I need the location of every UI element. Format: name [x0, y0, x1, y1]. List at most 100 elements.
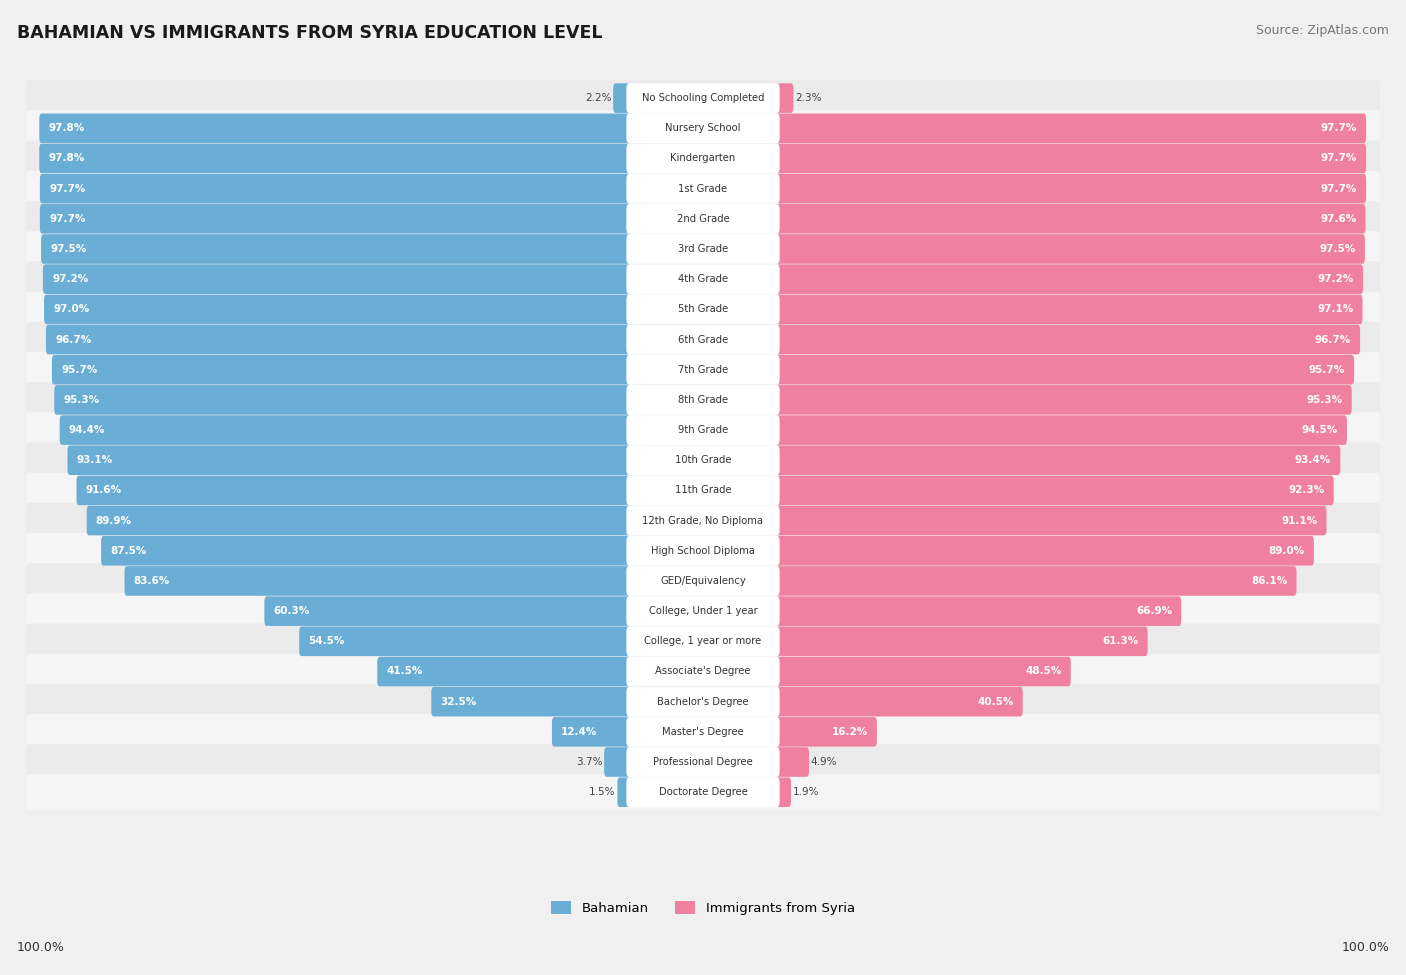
- FancyBboxPatch shape: [27, 744, 1379, 780]
- Text: 100.0%: 100.0%: [1341, 941, 1389, 954]
- FancyBboxPatch shape: [775, 415, 1347, 445]
- FancyBboxPatch shape: [627, 627, 779, 656]
- Text: 95.7%: 95.7%: [60, 365, 97, 374]
- Text: Nursery School: Nursery School: [665, 123, 741, 134]
- FancyBboxPatch shape: [775, 597, 1181, 626]
- Text: 1.9%: 1.9%: [793, 787, 820, 798]
- Text: 9th Grade: 9th Grade: [678, 425, 728, 435]
- FancyBboxPatch shape: [27, 653, 1379, 689]
- FancyBboxPatch shape: [627, 143, 779, 174]
- FancyBboxPatch shape: [775, 264, 1364, 294]
- Text: 97.7%: 97.7%: [1320, 183, 1357, 194]
- Text: 92.3%: 92.3%: [1288, 486, 1324, 495]
- FancyBboxPatch shape: [775, 385, 1351, 414]
- Text: 97.5%: 97.5%: [51, 244, 87, 254]
- FancyBboxPatch shape: [775, 536, 1313, 565]
- Text: 95.3%: 95.3%: [63, 395, 100, 405]
- FancyBboxPatch shape: [67, 446, 631, 475]
- FancyBboxPatch shape: [44, 294, 631, 324]
- FancyBboxPatch shape: [52, 355, 631, 384]
- Text: Bachelor's Degree: Bachelor's Degree: [657, 697, 749, 707]
- FancyBboxPatch shape: [27, 140, 1379, 176]
- Text: GED/Equivalency: GED/Equivalency: [661, 576, 745, 586]
- Text: 8th Grade: 8th Grade: [678, 395, 728, 405]
- FancyBboxPatch shape: [76, 476, 631, 505]
- Text: 11th Grade: 11th Grade: [675, 486, 731, 495]
- FancyBboxPatch shape: [627, 686, 779, 717]
- Text: Associate's Degree: Associate's Degree: [655, 667, 751, 677]
- Text: 3.7%: 3.7%: [576, 757, 603, 767]
- FancyBboxPatch shape: [775, 777, 792, 807]
- Text: No Schooling Completed: No Schooling Completed: [641, 93, 765, 103]
- FancyBboxPatch shape: [775, 506, 1326, 535]
- Text: 32.5%: 32.5%: [440, 697, 477, 707]
- FancyBboxPatch shape: [775, 174, 1367, 204]
- FancyBboxPatch shape: [627, 597, 779, 626]
- Text: 89.9%: 89.9%: [96, 516, 132, 526]
- FancyBboxPatch shape: [55, 385, 631, 414]
- FancyBboxPatch shape: [775, 627, 1147, 656]
- FancyBboxPatch shape: [627, 747, 779, 777]
- FancyBboxPatch shape: [553, 717, 631, 747]
- FancyBboxPatch shape: [627, 717, 779, 747]
- Text: 5th Grade: 5th Grade: [678, 304, 728, 314]
- Text: 95.3%: 95.3%: [1306, 395, 1343, 405]
- FancyBboxPatch shape: [264, 597, 631, 626]
- Text: College, Under 1 year: College, Under 1 year: [648, 606, 758, 616]
- FancyBboxPatch shape: [775, 476, 1334, 505]
- FancyBboxPatch shape: [39, 174, 631, 204]
- Text: 100.0%: 100.0%: [17, 941, 65, 954]
- Text: 60.3%: 60.3%: [274, 606, 309, 616]
- FancyBboxPatch shape: [775, 83, 793, 113]
- FancyBboxPatch shape: [627, 536, 779, 565]
- FancyBboxPatch shape: [377, 657, 631, 686]
- Text: 95.7%: 95.7%: [1309, 365, 1346, 374]
- Text: 1.5%: 1.5%: [589, 787, 616, 798]
- Text: 97.5%: 97.5%: [1319, 244, 1355, 254]
- FancyBboxPatch shape: [627, 506, 779, 535]
- Text: 91.1%: 91.1%: [1281, 516, 1317, 526]
- FancyBboxPatch shape: [42, 264, 631, 294]
- Text: 97.7%: 97.7%: [1320, 153, 1357, 164]
- FancyBboxPatch shape: [27, 171, 1379, 207]
- Text: 96.7%: 96.7%: [55, 334, 91, 344]
- FancyBboxPatch shape: [27, 473, 1379, 508]
- FancyBboxPatch shape: [46, 325, 631, 354]
- Text: Source: ZipAtlas.com: Source: ZipAtlas.com: [1256, 24, 1389, 37]
- Text: 2nd Grade: 2nd Grade: [676, 214, 730, 224]
- FancyBboxPatch shape: [627, 113, 779, 143]
- FancyBboxPatch shape: [775, 446, 1340, 475]
- FancyBboxPatch shape: [775, 686, 1022, 717]
- Text: 91.6%: 91.6%: [86, 486, 122, 495]
- FancyBboxPatch shape: [617, 777, 631, 807]
- Text: BAHAMIAN VS IMMIGRANTS FROM SYRIA EDUCATION LEVEL: BAHAMIAN VS IMMIGRANTS FROM SYRIA EDUCAT…: [17, 24, 602, 42]
- Text: 2.2%: 2.2%: [585, 93, 612, 103]
- Text: 97.6%: 97.6%: [1320, 214, 1357, 224]
- FancyBboxPatch shape: [775, 657, 1071, 686]
- Text: 12th Grade, No Diploma: 12th Grade, No Diploma: [643, 516, 763, 526]
- FancyBboxPatch shape: [125, 566, 631, 596]
- Text: 94.4%: 94.4%: [69, 425, 105, 435]
- FancyBboxPatch shape: [605, 747, 631, 777]
- FancyBboxPatch shape: [41, 234, 631, 264]
- Text: 1st Grade: 1st Grade: [679, 183, 727, 194]
- FancyBboxPatch shape: [627, 83, 779, 113]
- FancyBboxPatch shape: [627, 174, 779, 204]
- FancyBboxPatch shape: [27, 110, 1379, 146]
- FancyBboxPatch shape: [627, 657, 779, 686]
- Text: 83.6%: 83.6%: [134, 576, 170, 586]
- FancyBboxPatch shape: [27, 623, 1379, 659]
- FancyBboxPatch shape: [39, 143, 631, 174]
- Text: 41.5%: 41.5%: [387, 667, 423, 677]
- Text: 4.9%: 4.9%: [811, 757, 837, 767]
- Text: High School Diploma: High School Diploma: [651, 546, 755, 556]
- FancyBboxPatch shape: [775, 717, 877, 747]
- Text: 86.1%: 86.1%: [1251, 576, 1288, 586]
- FancyBboxPatch shape: [627, 476, 779, 505]
- Text: 93.1%: 93.1%: [77, 455, 112, 465]
- FancyBboxPatch shape: [27, 352, 1379, 387]
- FancyBboxPatch shape: [27, 292, 1379, 328]
- FancyBboxPatch shape: [27, 231, 1379, 267]
- FancyBboxPatch shape: [627, 204, 779, 234]
- FancyBboxPatch shape: [613, 83, 631, 113]
